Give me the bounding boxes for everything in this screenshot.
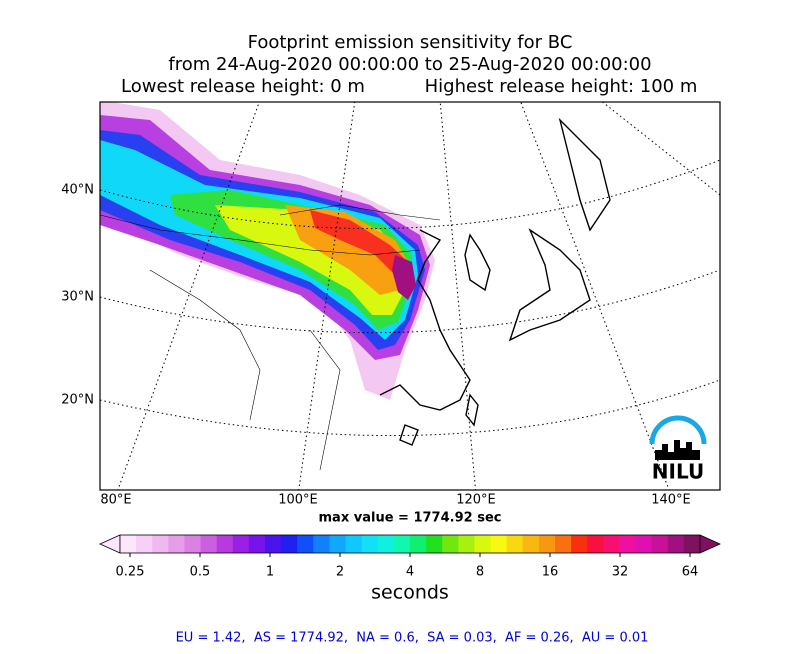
- plume: [100, 102, 435, 400]
- colorbar-segment: [393, 535, 411, 553]
- map: NILU: [100, 102, 720, 490]
- colorbar-segment: [538, 535, 556, 553]
- colorbar-segment: [216, 535, 234, 553]
- colorbar-segment: [571, 535, 588, 553]
- colorbar-segment: [184, 535, 202, 553]
- map-frame: [99, 101, 721, 491]
- colorbar-segment: [587, 535, 604, 553]
- colorbar-segment: [248, 535, 266, 553]
- colorbar-segment: [297, 535, 314, 553]
- colorbar-segment: [120, 535, 137, 553]
- colorbar-segment: [651, 535, 669, 553]
- lon-label: 120°E: [456, 493, 496, 508]
- lat-label: 40°N: [61, 183, 94, 198]
- colorbar-segment: [522, 535, 540, 553]
- logo-text: NILU: [652, 460, 704, 484]
- colorbar-tick-label: 64: [682, 565, 699, 580]
- release-low: Lowest release height: 0 m: [121, 76, 365, 97]
- colorbar-segment: [442, 535, 459, 553]
- colorbar-label: seconds: [371, 582, 449, 604]
- max-value: max value = 1774.92 sec: [319, 511, 502, 526]
- lon-label: 140°E: [651, 493, 691, 508]
- title: from 24-Aug-2020 00:00:00 to 25-Aug-2020…: [168, 54, 651, 75]
- colorbar-segment: [635, 535, 653, 553]
- lon-label: 100°E: [278, 493, 318, 508]
- colorbar-tick-label: 4: [406, 565, 414, 580]
- colorbar-tick-label: 32: [612, 565, 629, 580]
- colorbar-segment: [200, 535, 218, 553]
- title: Footprint emission sensitivity for BC: [248, 32, 573, 53]
- colorbar-segment: [410, 535, 427, 553]
- colorbar-segment: [361, 535, 379, 553]
- colorbar-segment: [555, 535, 572, 553]
- colorbar-segment: [667, 535, 685, 553]
- summary: EU = 1.42, AS = 1774.92, NA = 0.6, SA = …: [176, 631, 649, 646]
- colorbar-segment: [329, 535, 347, 553]
- colorbar-extend: [99, 534, 121, 554]
- lon-label: 80°E: [100, 493, 131, 508]
- colorbar-segment: [232, 535, 250, 553]
- colorbar-tick-label: 1: [266, 565, 274, 580]
- colorbar-segment: [619, 535, 637, 553]
- borders: [100, 204, 441, 471]
- release-high: Highest release height: 100 m: [425, 76, 698, 97]
- colorbar-tick-label: 8: [476, 565, 484, 580]
- logo: NILU: [649, 415, 707, 484]
- coastline: [379, 117, 611, 446]
- colorbar-tick-label: 0.25: [116, 565, 145, 580]
- colorbar-segment: [345, 535, 363, 553]
- graticule: [100, 102, 720, 490]
- colorbar-segment: [506, 535, 524, 553]
- colorbar-segment: [136, 535, 153, 553]
- colorbar: 0.25 0.5 1 2 4 8 16 32 64: [99, 534, 721, 580]
- colorbar-segment: [168, 535, 185, 553]
- colorbar-tick-label: 0.5: [190, 565, 211, 580]
- lat-label: 30°N: [61, 290, 94, 305]
- colorbar-segment: [313, 535, 330, 553]
- colorbar-segment: [377, 535, 395, 553]
- colorbar-segment: [265, 535, 282, 553]
- colorbar-tick-label: 16: [542, 565, 559, 580]
- colorbar-segment: [603, 535, 620, 553]
- colorbar-segment: [152, 535, 169, 553]
- colorbar-segment: [426, 535, 443, 553]
- colorbar-segment: [458, 535, 475, 553]
- colorbar-segment: [281, 535, 298, 553]
- colorbar-extend: [699, 534, 721, 554]
- colorbar-segment: [490, 535, 508, 553]
- colorbar-segment: [683, 535, 701, 553]
- lat-label: 20°N: [61, 393, 94, 408]
- colorbar-tick-label: 2: [336, 565, 344, 580]
- colorbar-segment: [474, 535, 492, 553]
